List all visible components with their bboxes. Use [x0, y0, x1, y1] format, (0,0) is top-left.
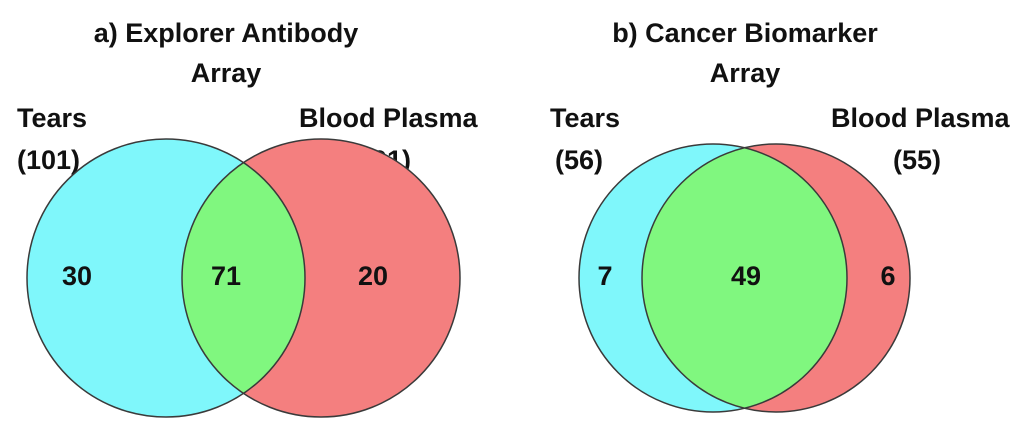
diagram-a-overlap-count: 71 — [211, 261, 241, 291]
diagram-b-overlap-count: 49 — [731, 261, 761, 291]
diagram-b-title-line1: b) Cancer Biomarker — [612, 18, 878, 48]
diagram-b-tears-outline — [578, 143, 848, 413]
diagram-a-plasma-outline — [181, 138, 461, 418]
diagram-a-tears-outline — [26, 138, 306, 418]
diagram-b-tears-label: Tears — [550, 103, 620, 133]
diagram-a-plasma-label: Blood Plasma — [299, 103, 479, 133]
diagram-b-plasma-only-count: 6 — [880, 261, 895, 291]
venn-diagram-a: a) Explorer Antibody Array Tears (101) B… — [17, 18, 479, 418]
diagram-a-tears-only-count: 30 — [62, 261, 92, 291]
diagram-b-plasma-label: Blood Plasma — [831, 103, 1011, 133]
diagram-a-title-line2: Array — [191, 58, 262, 88]
diagram-a-title-line1: a) Explorer Antibody — [94, 18, 359, 48]
diagram-b-tears-count: (56) — [555, 145, 603, 175]
venn-diagram-b: b) Cancer Biomarker Array Tears (56) Blo… — [550, 18, 1011, 413]
diagram-b-title-line2: Array — [710, 58, 781, 88]
diagram-b-plasma-count: (55) — [893, 145, 941, 175]
diagram-a-overlap-region — [182, 139, 305, 417]
diagram-a-tears-label: Tears — [17, 103, 87, 133]
diagram-a-plasma-only-count: 20 — [358, 261, 388, 291]
diagram-a-tears-count: (101) — [17, 145, 80, 175]
diagram-b-tears-only-count: 7 — [597, 261, 612, 291]
diagram-b-plasma-outline — [641, 143, 911, 413]
